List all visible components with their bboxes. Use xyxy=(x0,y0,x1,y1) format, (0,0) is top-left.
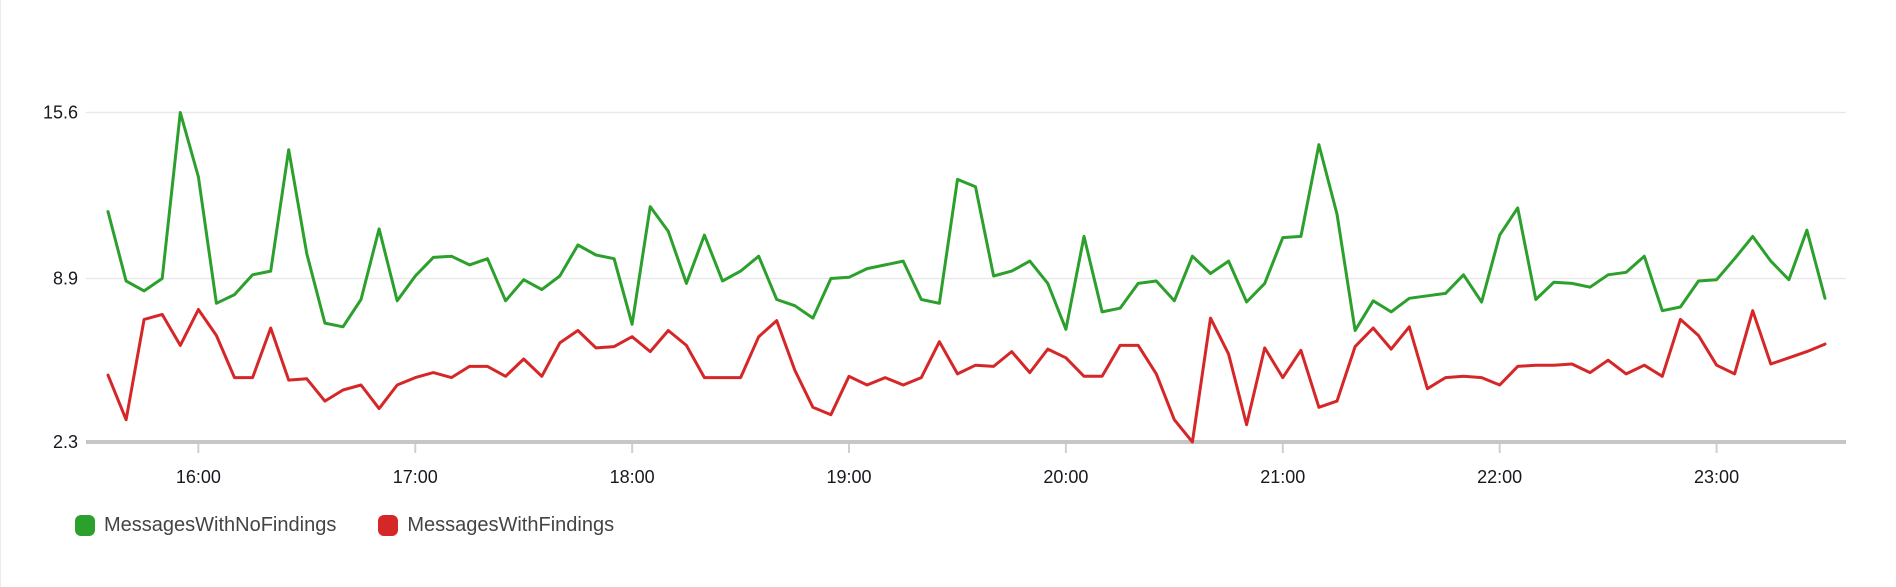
x-tick-label: 16:00 xyxy=(176,467,221,487)
series-line-MessagesWithFindings xyxy=(106,308,1827,444)
x-tick-label: 21:00 xyxy=(1260,467,1305,487)
legend-label-messages-with-findings: MessagesWithFindings xyxy=(407,514,615,536)
legend-swatch-green xyxy=(75,515,95,536)
legend-label-messages-with-no-findings: MessagesWithNoFindings xyxy=(104,514,337,536)
legend-item-messages-with-findings[interactable]: MessagesWithFindings xyxy=(378,514,614,537)
x-tick-label: 19:00 xyxy=(826,467,871,487)
legend-item-messages-with-no-findings[interactable]: MessagesWithNoFindings xyxy=(75,514,336,537)
chart-legend: MessagesWithNoFindings MessagesWithFindi… xyxy=(75,514,614,537)
x-tick-label: 17:00 xyxy=(393,467,438,487)
widget-left-border xyxy=(0,0,1,587)
y-tick-label: 15.6 xyxy=(43,103,78,123)
x-tick-label: 18:00 xyxy=(610,467,655,487)
legend-swatch-red xyxy=(378,515,399,536)
x-tick-label: 22:00 xyxy=(1477,467,1522,487)
x-tick-label: 20:00 xyxy=(1043,467,1088,487)
x-tick-label: 23:00 xyxy=(1694,467,1739,487)
y-tick-label: 8.9 xyxy=(53,268,78,288)
chart-plot-area[interactable]: 15.6 8.9 2.3 16:00 17:00 18:00 19:00 20:00 21:00… xyxy=(0,0,1896,500)
series-line-MessagesWithNoFindings xyxy=(106,111,1827,332)
y-tick-label: 2.3 xyxy=(53,432,78,452)
